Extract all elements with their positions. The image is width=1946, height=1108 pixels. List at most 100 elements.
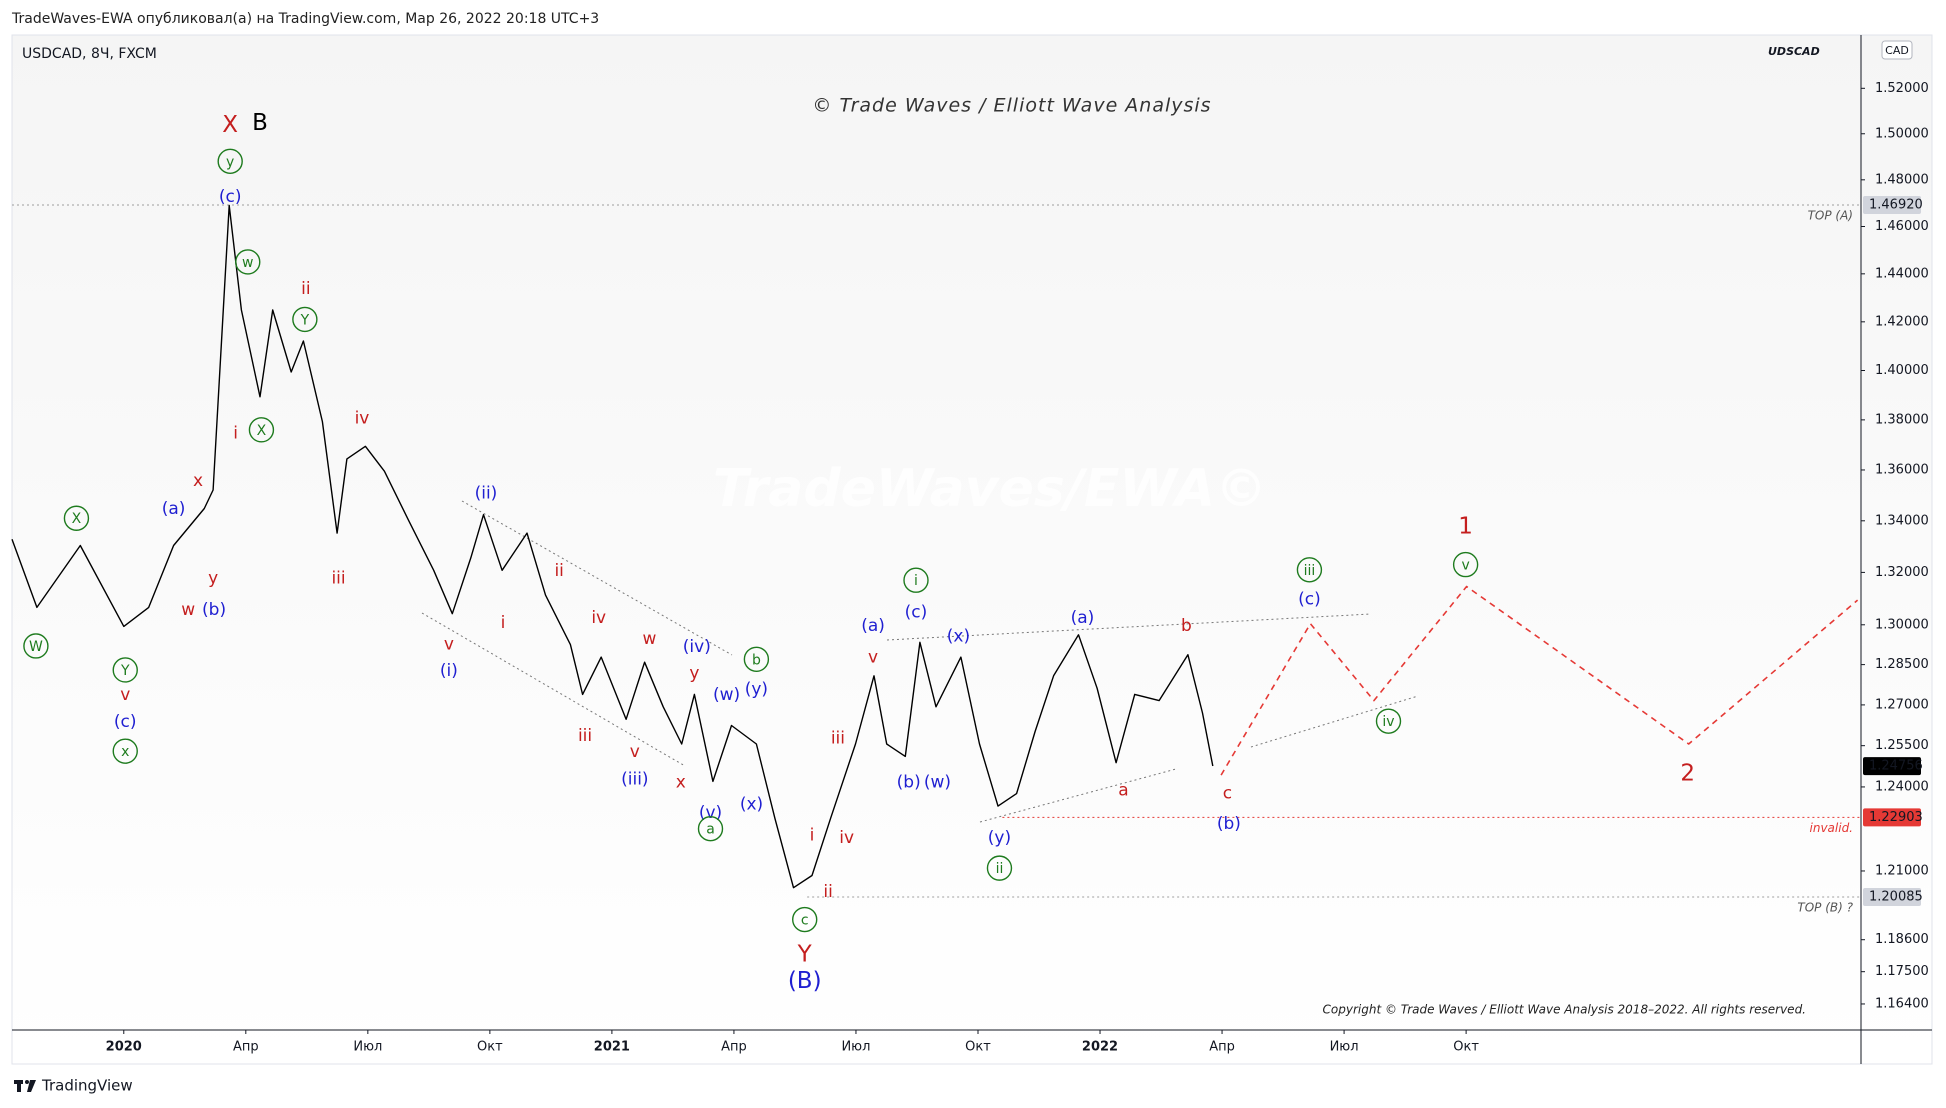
wave-label: X: [222, 112, 238, 138]
wave-label: iii: [831, 728, 845, 748]
x-tick-label: Окт: [1453, 1040, 1479, 1055]
wave-label: (B): [788, 968, 822, 994]
wave-label: x: [676, 772, 686, 792]
wave-label: (ii): [475, 484, 498, 504]
x-tick-label: Июл: [841, 1040, 870, 1055]
wave-label: x: [193, 471, 203, 491]
currency: CAD: [1885, 44, 1909, 57]
wave-label: i: [810, 825, 815, 845]
wave-label: c: [1223, 783, 1232, 803]
x-tick-label: Июл: [353, 1040, 382, 1055]
wave-label: ii: [301, 279, 310, 299]
wave-label: 2: [1680, 761, 1695, 787]
wave-label: (b): [1217, 814, 1241, 834]
y-tick-label: 1.40000: [1875, 363, 1929, 378]
wave-label: (c): [905, 603, 928, 623]
wave-label: i: [914, 573, 918, 589]
wave-label: 1: [1458, 513, 1473, 539]
x-tick-label: 2020: [106, 1040, 142, 1055]
y-tick-label: 1.36000: [1875, 462, 1929, 477]
y-tick-label: 1.27000: [1875, 697, 1929, 712]
y-tick-label: 1.17500: [1875, 964, 1929, 979]
wave-label: iii: [331, 569, 345, 589]
wave-label: v: [120, 685, 130, 705]
wave-label: iv: [839, 828, 854, 848]
symbol: USDCAD, 8Ч, FXCM: [22, 46, 157, 62]
wave-circle: [1452, 551, 1479, 578]
wave-label: (c): [114, 712, 137, 732]
wave-label: (w): [924, 772, 951, 792]
level-note: invalid.: [1810, 821, 1854, 835]
y-tick-label: 1.30000: [1875, 617, 1929, 632]
y-tick-label: 1.34000: [1875, 513, 1929, 528]
wave-label: B: [252, 110, 268, 136]
y-tick-label: 1.28500: [1875, 657, 1929, 672]
y-tick-label: 1.24000: [1875, 779, 1929, 794]
level-price-label: 1.46920: [1869, 197, 1923, 212]
wave-label: iv: [355, 408, 370, 428]
x-tick-label: 2021: [594, 1040, 630, 1055]
y-tick-label: 1.18600: [1875, 932, 1929, 947]
y-tick-label: 1.50000: [1875, 126, 1929, 141]
wave-label: w: [643, 629, 657, 649]
wave-circle: [112, 738, 138, 764]
last-price-label: 1.24756: [1869, 759, 1923, 774]
x-tick-label: Апр: [1209, 1040, 1235, 1055]
wave-label: iii: [578, 726, 592, 746]
wave-label: X: [72, 511, 82, 527]
wave-circle: [217, 148, 243, 175]
x-tick-label: Окт: [477, 1040, 503, 1055]
trend-line: [421, 612, 686, 767]
trend-lines: [421, 500, 1419, 823]
level-price-box: [1863, 888, 1921, 907]
level-price-box: [1863, 808, 1921, 827]
y-tick-label: 1.32000: [1875, 565, 1929, 580]
trend-line: [461, 500, 733, 656]
wave-label: iv: [591, 608, 606, 628]
wave-label: (c): [1298, 589, 1321, 609]
symbol-tag: UDSCAD: [1768, 45, 1820, 58]
wave-circle: [697, 815, 724, 842]
wave-label: (w): [713, 685, 740, 705]
y-tick-label: 1.46000: [1875, 219, 1929, 234]
wave-label: (a): [162, 499, 186, 519]
wave-label: (b): [897, 772, 921, 792]
wave-label: Y: [120, 663, 130, 679]
wave-circle: [248, 417, 275, 443]
wave-circle: [1375, 708, 1402, 734]
x-tick-label: Апр: [721, 1040, 747, 1055]
wave-circle: [1296, 557, 1323, 583]
wave-label: y: [226, 154, 234, 170]
level-note: TOP (B) ?: [1797, 901, 1853, 915]
level-price-label: 1.22903: [1869, 810, 1923, 825]
y-tick-label: 1.16400: [1875, 996, 1929, 1011]
y-tick-label: 1.48000: [1875, 172, 1929, 187]
level-price-box: [1863, 195, 1921, 214]
wave-label: v: [444, 634, 454, 654]
price-line: [11, 204, 1214, 889]
wave-label: Y: [797, 942, 813, 968]
wave-label: ii: [823, 882, 832, 902]
wave-circle: [743, 646, 770, 672]
x-tick-label: Окт: [965, 1040, 991, 1055]
brand: TradingView: [41, 1077, 133, 1095]
wave-label: i: [233, 423, 238, 443]
wave-label: (a): [1071, 608, 1095, 628]
y-tick-label: 1.42000: [1875, 314, 1929, 329]
wave-label: b: [1181, 616, 1192, 636]
last-price-box: [1863, 757, 1921, 776]
wave-label: y: [208, 569, 218, 589]
title: © Trade Waves / Elliott Wave Analysis: [812, 95, 1211, 117]
level-price-label: 1.20085: [1869, 890, 1923, 905]
wave-label: v: [630, 742, 640, 762]
wave-circle: [903, 567, 929, 593]
level-note: TOP (A): [1808, 208, 1853, 222]
wave-label: x: [121, 744, 129, 760]
wave-label: W: [29, 639, 43, 655]
wave-label: a: [1118, 781, 1128, 801]
wave-label: (iii): [621, 770, 648, 790]
x-tick-label: Июл: [1330, 1040, 1359, 1055]
header: TradeWaves-EWA опубликовал(а) на Trading…: [11, 11, 599, 27]
brand-logo: [14, 1080, 36, 1092]
